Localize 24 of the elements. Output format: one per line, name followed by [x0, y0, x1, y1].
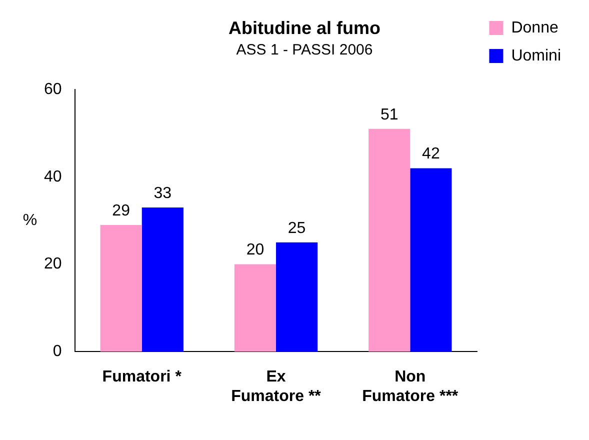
bar — [276, 242, 318, 352]
bar — [234, 264, 276, 352]
y-tick-label: 0 — [52, 343, 62, 360]
data-label: 20 — [246, 242, 264, 259]
y-tick-label: 40 — [44, 168, 62, 186]
chart-title: Abitudine al fumo — [228, 18, 380, 38]
data-label: 51 — [380, 106, 398, 124]
bar — [100, 224, 142, 352]
data-label: 42 — [422, 146, 440, 163]
x-tick-label: Non Fumatore *** — [362, 368, 459, 405]
data-label: 33 — [154, 184, 172, 202]
y-axis-title: % — [22, 212, 38, 230]
x-tick-label: Ex Fumatore ** — [231, 368, 322, 405]
chart-subtitle: ASS 1 - PASSI 2006 — [236, 42, 373, 59]
y-tick-label: 20 — [44, 256, 62, 273]
legend-label: Uomini — [511, 47, 562, 64]
data-label: 29 — [112, 202, 130, 220]
bar — [368, 128, 410, 352]
x-tick-label: Fumatori * — [102, 368, 182, 386]
bar — [410, 168, 452, 352]
bar — [142, 208, 184, 352]
legend-label: Donne — [511, 19, 558, 36]
data-label: 25 — [288, 220, 306, 237]
y-tick-label: 60 — [44, 81, 62, 98]
